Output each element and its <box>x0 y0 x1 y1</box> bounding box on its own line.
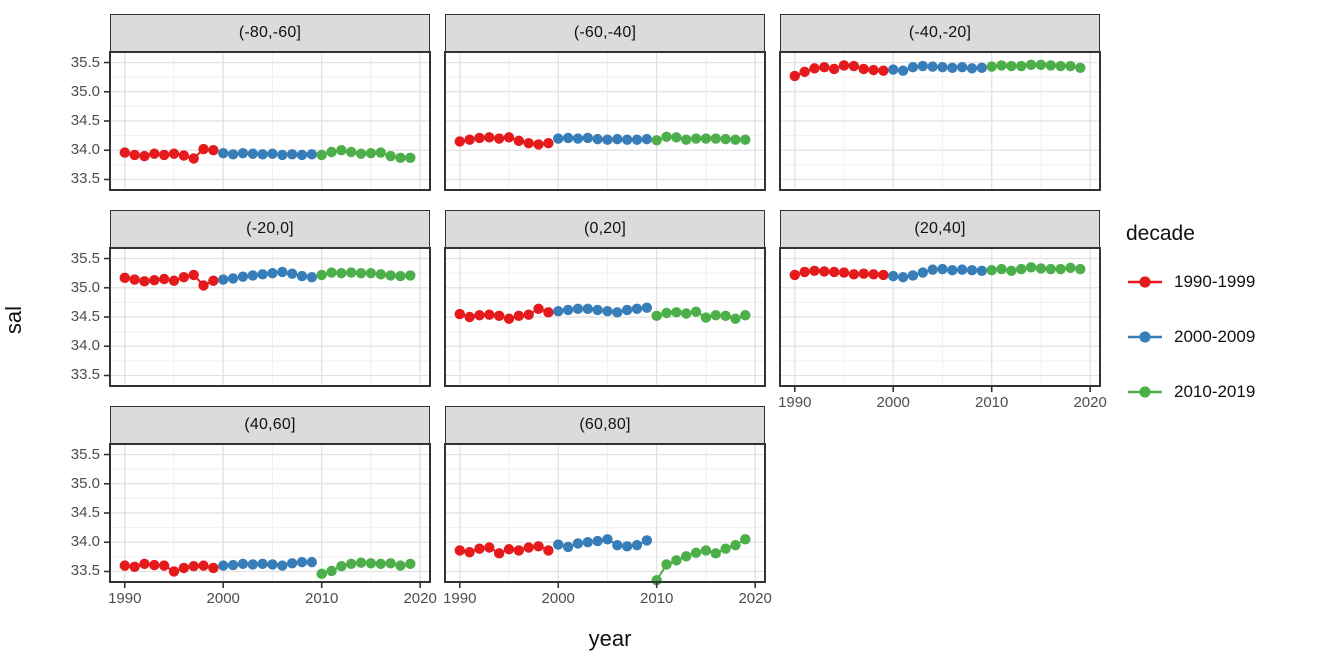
x-tick-label: 2010 <box>975 394 1009 411</box>
x-axis-title: year <box>588 626 632 651</box>
facet-strip: (20,40] <box>780 210 1100 248</box>
x-tick-label: 1990 <box>443 590 477 607</box>
facet-panel <box>779 247 1101 392</box>
y-tick-label: 35.0 <box>70 474 100 492</box>
x-tick-label: 2010 <box>305 590 339 607</box>
y-tick-label: 35.5 <box>70 249 100 267</box>
y-tick-label: 35.5 <box>70 445 100 463</box>
facet-strip: (0,20] <box>445 210 765 248</box>
y-tick-label: 33.5 <box>70 170 100 188</box>
y-tick-label: 34.5 <box>70 308 100 325</box>
facet-panel <box>104 443 431 588</box>
y-tick-label: 34.0 <box>70 141 100 159</box>
decade-legend: decade 1990-1999 2000-2009 2010-2019 <box>1126 222 1255 435</box>
legend-entry-label: 2000-2009 <box>1174 327 1256 346</box>
y-tick-label: 33.5 <box>70 366 100 384</box>
y-tick-label: 33.5 <box>70 562 100 580</box>
y-axis-title: sal <box>1 305 26 335</box>
legend-entry-label: 1990-1999 <box>1174 272 1256 291</box>
legend-entry-label: 2010-2019 <box>1174 382 1256 401</box>
legend-key-icon <box>1128 386 1162 398</box>
x-tick-label: 2020 <box>1073 394 1107 411</box>
y-tick-label: 35.5 <box>70 53 100 71</box>
y-tick-label: 34.0 <box>70 533 100 551</box>
facet-strip: (-20,0] <box>110 210 430 248</box>
facet-panel <box>779 51 1101 191</box>
legend-entry-2000-2009: 2000-2009 <box>1126 325 1255 349</box>
x-tick-label: 1990 <box>778 394 812 411</box>
x-tick-label: 2000 <box>541 590 575 607</box>
x-tick-label: 2010 <box>640 590 674 607</box>
x-tick-label: 1990 <box>108 590 142 607</box>
legend-entry-1990-1999: 1990-1999 <box>1126 270 1255 294</box>
y-tick-label: 34.5 <box>70 504 100 521</box>
facet-panel <box>444 247 766 387</box>
facet-strip: (-40,-20] <box>780 14 1100 52</box>
facet-strip: (-80,-60] <box>110 14 430 52</box>
facet-panel <box>104 51 431 191</box>
x-tick-label: 2000 <box>876 394 910 411</box>
legend-key-icon <box>1128 331 1162 343</box>
facet-strip: (-60,-40] <box>445 14 765 52</box>
legend-key-icon <box>1128 276 1162 288</box>
facet-panel <box>444 443 766 588</box>
x-tick-label: 2020 <box>738 590 772 607</box>
legend-entries: 1990-1999 2000-2009 2010-2019 <box>1126 270 1255 404</box>
y-tick-label: 34.5 <box>70 112 100 129</box>
facet-panel <box>444 51 766 191</box>
x-tick-label: 2000 <box>206 590 240 607</box>
x-tick-label: 2020 <box>403 590 437 607</box>
facet-strip: (40,60] <box>110 406 430 444</box>
legend-title: decade <box>1126 222 1195 245</box>
y-tick-label: 35.0 <box>70 278 100 296</box>
facet-strip: (60,80] <box>445 406 765 444</box>
legend-entry-2010-2019: 2010-2019 <box>1126 380 1255 404</box>
facet-panel <box>104 247 431 387</box>
y-tick-label: 35.0 <box>70 82 100 100</box>
y-tick-label: 34.0 <box>70 337 100 355</box>
